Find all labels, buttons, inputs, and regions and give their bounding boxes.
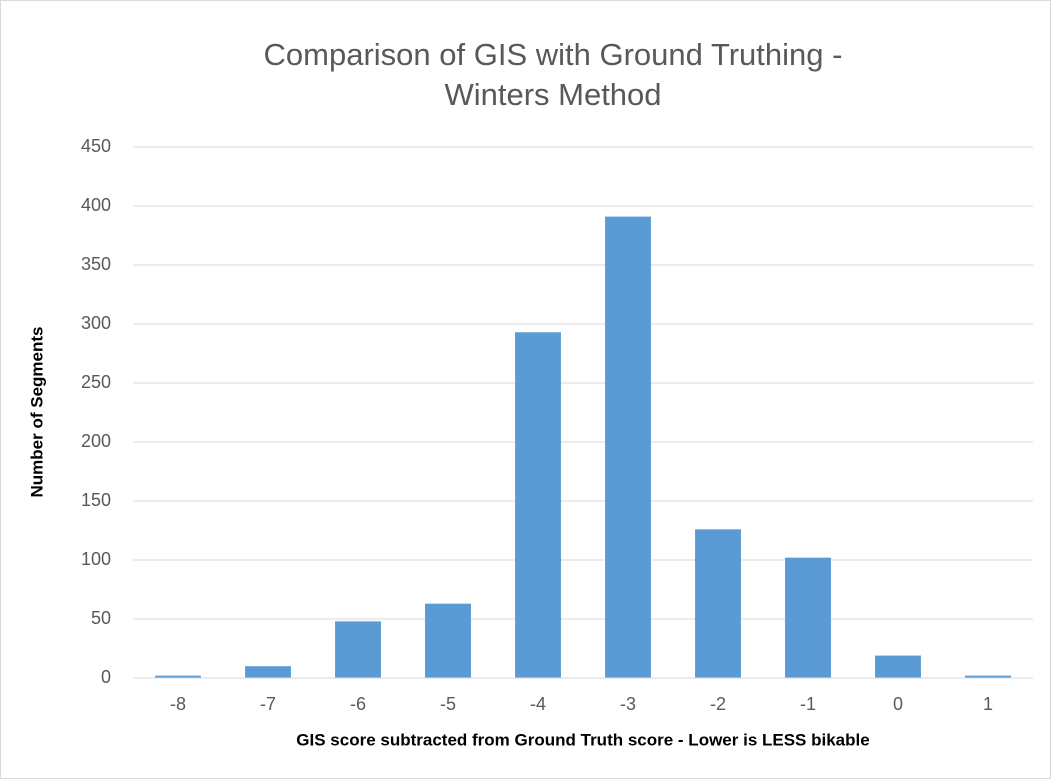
bar [605,216,651,678]
x-tick-label: -5 [440,694,456,714]
bar [155,675,201,678]
y-tick-label: 200 [81,431,111,451]
y-tick-label: 450 [81,136,111,156]
y-tick-label: 0 [101,667,111,687]
bar [785,557,831,678]
y-tick-label: 100 [81,549,111,569]
y-tick-label: 300 [81,313,111,333]
x-tick-label: -6 [350,694,366,714]
y-axis-title: Number of Segments [27,327,46,498]
bar [695,529,741,678]
bar [245,666,291,678]
x-tick-label: 1 [983,694,993,714]
x-tick-label: -3 [620,694,636,714]
y-tick-label: 50 [91,608,111,628]
x-axis-title: GIS score subtracted from Ground Truth s… [296,730,869,749]
x-tick-label: -1 [800,694,816,714]
bar [875,655,921,678]
bar [425,603,471,678]
chart-title: Winters Method [444,77,661,112]
chart-title: Comparison of GIS with Ground Truthing - [264,37,843,72]
x-tick-label: -7 [260,694,276,714]
y-tick-label: 150 [81,490,111,510]
y-tick-label: 350 [81,254,111,274]
x-tick-label: -4 [530,694,546,714]
bar [515,332,561,678]
y-tick-label: 400 [81,195,111,215]
bar [965,675,1011,678]
x-tick-label: -8 [170,694,186,714]
y-tick-label: 250 [81,372,111,392]
x-tick-label: 0 [893,694,903,714]
bar [335,621,381,678]
x-tick-label: -2 [710,694,726,714]
